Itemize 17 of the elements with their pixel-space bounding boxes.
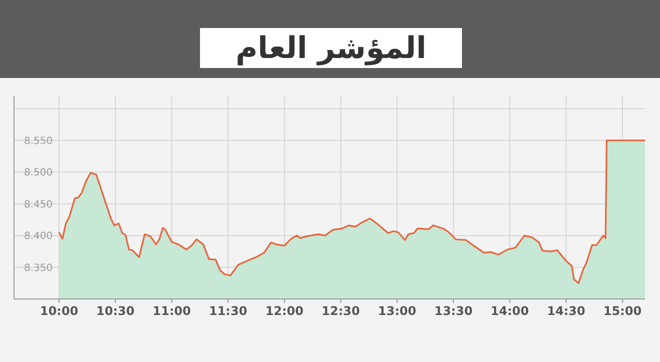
x-tick-label: 11:30 bbox=[208, 304, 248, 318]
chart-title: المؤشر العام bbox=[236, 31, 426, 66]
x-tick-label: 14:00 bbox=[490, 304, 529, 318]
x-tick-label: 13:00 bbox=[378, 304, 416, 318]
x-tick-label: 14:30 bbox=[547, 304, 586, 318]
y-tick-label: 8.450 bbox=[24, 199, 53, 210]
x-tick-label: 12:00 bbox=[265, 304, 304, 318]
x-tick-label: 15:00 bbox=[603, 304, 642, 318]
y-tick-label: 8.500 bbox=[24, 168, 53, 179]
x-tick-label: 11:00 bbox=[152, 304, 191, 318]
y-tick-label: 8.400 bbox=[24, 231, 53, 242]
x-tick-label: 10:00 bbox=[40, 304, 78, 318]
y-tick-label: 8.550 bbox=[24, 136, 53, 147]
x-tick-label: 13:30 bbox=[434, 304, 473, 318]
x-tick-label: 12:30 bbox=[322, 304, 360, 318]
x-tick-label: 10:30 bbox=[96, 304, 135, 318]
y-tick-label: 8.350 bbox=[24, 262, 53, 274]
